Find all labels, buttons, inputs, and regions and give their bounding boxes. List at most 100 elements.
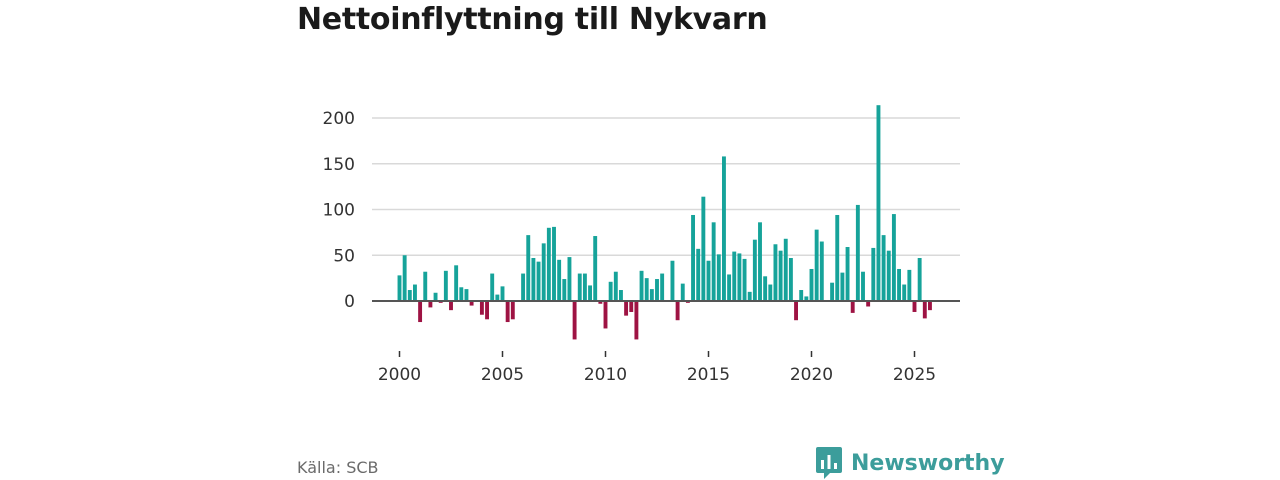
bar	[413, 284, 417, 301]
bar	[407, 290, 412, 301]
bar	[727, 274, 732, 301]
bar	[845, 247, 850, 301]
bar	[742, 258, 747, 301]
bar	[855, 204, 860, 302]
bar	[871, 247, 876, 301]
bar	[449, 301, 453, 311]
bar	[907, 269, 912, 301]
bar	[510, 301, 515, 320]
bar	[552, 226, 556, 301]
bar	[783, 238, 788, 301]
bar	[701, 196, 706, 301]
newsworthy-logo: Newsworthy	[815, 446, 1005, 480]
bar	[582, 273, 587, 301]
bar	[588, 285, 592, 301]
bar	[928, 301, 932, 311]
bar	[830, 282, 835, 301]
bar	[634, 301, 639, 340]
bar	[531, 258, 536, 302]
bar	[644, 278, 649, 302]
bar	[649, 289, 654, 301]
bar	[706, 260, 711, 301]
bar	[546, 227, 551, 301]
bar	[479, 301, 484, 315]
bar	[866, 301, 871, 307]
bar	[917, 258, 922, 302]
x-tick-label: 2020	[790, 365, 833, 385]
bar	[521, 273, 526, 301]
bar	[402, 255, 407, 301]
bar	[758, 222, 762, 301]
bar	[747, 291, 752, 301]
bar	[500, 286, 505, 301]
bar	[897, 268, 901, 301]
bar	[773, 244, 778, 301]
bar	[886, 250, 891, 302]
bar	[459, 287, 464, 301]
bar	[711, 222, 716, 301]
bar	[572, 301, 577, 340]
bar	[418, 301, 423, 323]
bar	[423, 271, 428, 301]
bar	[912, 301, 917, 312]
bar	[670, 260, 675, 301]
bar	[655, 279, 659, 301]
bar	[469, 301, 474, 306]
y-tick-label: 200	[323, 109, 355, 129]
bar	[526, 235, 531, 301]
bar	[788, 258, 793, 302]
y-tick-label: 100	[323, 201, 355, 221]
bar	[732, 251, 737, 301]
bar	[485, 301, 489, 320]
x-tick-label: 2015	[687, 365, 730, 385]
bar	[861, 271, 865, 301]
x-tick-label: 2025	[893, 365, 936, 385]
brand-name: Newsworthy	[851, 450, 1005, 476]
bar	[619, 290, 623, 301]
bar	[799, 290, 804, 301]
bar	[598, 301, 603, 304]
bar	[850, 301, 855, 313]
bar	[490, 273, 495, 301]
bar	[722, 156, 726, 301]
source-label: Källa: SCB	[297, 458, 379, 477]
bar	[922, 301, 927, 319]
bar	[763, 276, 768, 302]
bar	[680, 283, 685, 302]
bar	[696, 248, 701, 301]
y-tick-label: 150	[323, 155, 355, 175]
bar	[716, 254, 721, 301]
bar	[809, 268, 814, 301]
newsworthy-chart-icon	[816, 447, 842, 479]
bar	[613, 271, 618, 301]
bar	[397, 275, 402, 301]
bar	[505, 301, 510, 323]
bar	[428, 301, 433, 308]
bar	[557, 259, 562, 301]
y-tick-label: 50	[333, 246, 355, 266]
bar	[675, 301, 680, 321]
bar	[691, 214, 695, 301]
bar	[629, 301, 634, 312]
bar	[454, 265, 459, 301]
bar	[593, 236, 598, 301]
bar	[819, 241, 824, 302]
bar	[608, 281, 613, 301]
bar	[778, 250, 783, 302]
bar	[768, 284, 773, 301]
bar	[840, 272, 845, 301]
bar	[567, 257, 572, 301]
bar	[902, 284, 907, 301]
bar	[804, 296, 809, 302]
bar	[443, 270, 448, 302]
bar	[541, 243, 546, 301]
bar	[639, 270, 644, 302]
y-tick-label: 0	[344, 292, 355, 312]
bar	[624, 301, 629, 316]
bar	[737, 253, 742, 301]
bar	[433, 292, 438, 301]
x-tick-label: 2005	[481, 365, 524, 385]
bar	[835, 214, 840, 301]
bar	[891, 214, 896, 301]
